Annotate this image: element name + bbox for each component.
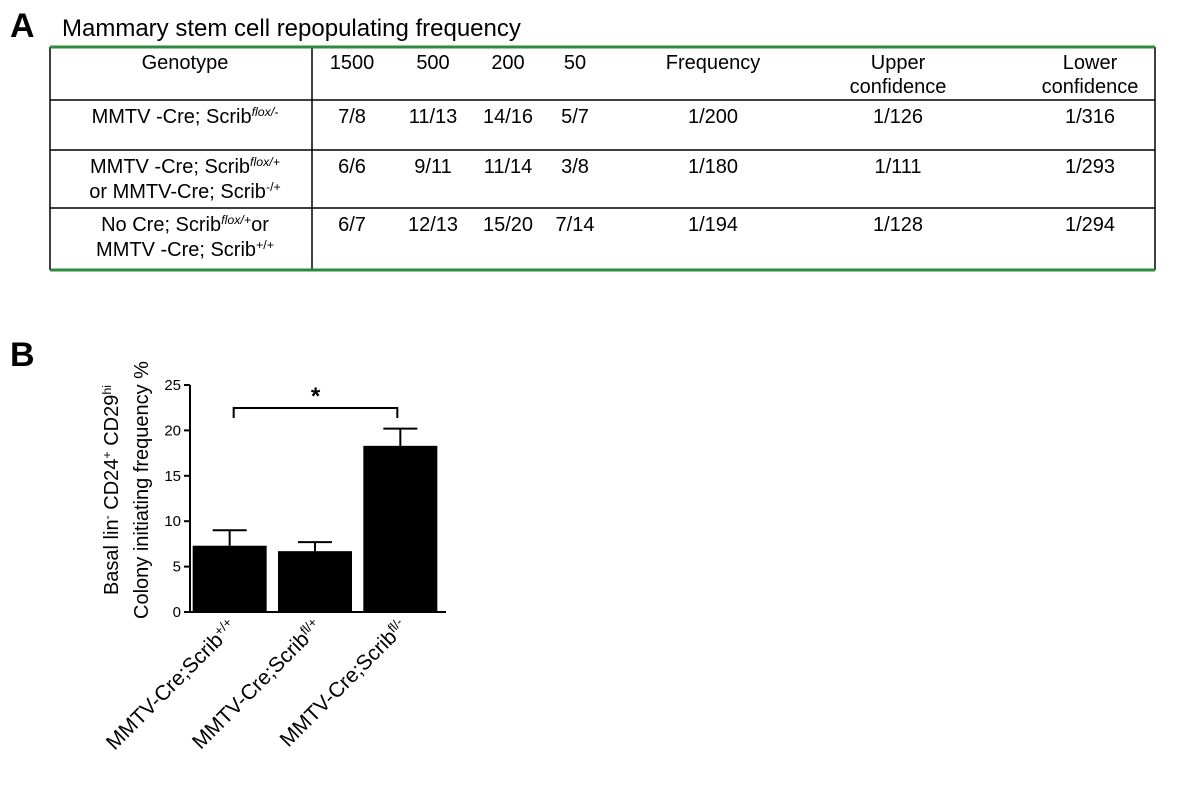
panel-label: A [10,7,35,45]
text-run: MMTV -Cre; Scrib [90,156,250,178]
column-header: Frequency [666,52,761,74]
column-header: confidence [1042,76,1139,98]
table-cell: 5/7 [561,106,589,128]
table-cell: 7/14 [556,214,595,236]
y-tick-label: 10 [164,513,181,530]
error-bar [212,529,247,546]
text-run: CD29 [101,395,123,452]
superscript: hi [100,385,114,395]
superscript: flox/+ [250,155,280,169]
column-header: 50 [564,52,586,74]
panel-label: B [10,336,35,374]
superscript: +/+ [256,238,274,252]
table-cell: 7/8 [338,106,366,128]
y-tick-label: 20 [164,422,181,439]
column-header: Upper [871,52,926,74]
table-cell: 1/294 [1065,214,1115,236]
superscript: flox/- [252,105,279,119]
significance-label: * [311,383,321,410]
column-header: 1500 [330,52,375,74]
table-cell: 11/14 [484,156,533,178]
column-header: 500 [416,52,449,74]
superscript: flox/+ [221,213,251,227]
y-axis-label: Basal lin- CD24+ CD29hi [100,385,123,595]
table-cell: 1/194 [688,214,738,236]
y-axis-label: Colony initiating frequency % [131,361,153,619]
error-bar [383,427,418,446]
bar [192,545,267,612]
genotype-cell: MMTV -Cre; Scrib+/+ [96,238,274,261]
table-cell: 1/126 [873,106,923,128]
text-run: or MMTV-Cre; Scrib [89,181,266,203]
significance-bracket [232,407,399,418]
table-cell: 6/7 [338,214,366,236]
table-cell: 15/20 [483,214,533,236]
y-tick-label: 25 [164,377,181,394]
bar [278,551,352,612]
table-cell: 1/293 [1065,156,1115,178]
column-header: 200 [491,52,524,74]
text-run: or [251,214,269,236]
y-tick-label: 5 [173,559,181,576]
text-run: MMTV -Cre; Scrib [96,239,256,261]
y-tick-label: 15 [164,468,181,485]
table-cell: 12/13 [408,214,458,236]
table-cell: 3/8 [561,156,589,178]
table-cell: 14/16 [483,106,533,128]
text-run: No Cre; Scrib [101,214,221,236]
superscript: -/+ [266,180,281,194]
genotype-cell: No Cre; Scribflox/+or [101,213,269,236]
table-cell: 1/111 [874,156,921,178]
superscript: + [100,451,114,458]
superscript: - [100,515,114,519]
column-header: Genotype [142,52,229,74]
text-run: CD24 [101,459,123,516]
table-cell: 1/180 [688,156,738,178]
table-cell: 6/6 [338,156,366,178]
table-cell: 1/128 [873,214,923,236]
bar [363,445,438,612]
table-cell: 1/200 [688,106,738,128]
table-title: Mammary stem cell repopulating frequency [62,15,521,42]
y-tick-label: 0 [173,604,181,621]
column-header: Lower [1063,52,1118,74]
table-cell: 9/11 [414,156,451,178]
text-run: Basal lin [101,519,123,595]
table-cell: 11/13 [409,106,458,128]
table-cell: 1/316 [1065,106,1115,128]
genotype-cell: or MMTV-Cre; Scrib-/+ [89,180,281,203]
genotype-cell: MMTV -Cre; Scribflox/- [92,105,279,128]
text-run: Colony initiating frequency % [131,361,153,619]
text-run: MMTV -Cre; Scrib [92,106,252,128]
error-bar [298,541,332,552]
column-header: confidence [850,76,947,98]
genotype-cell: MMTV -Cre; Scribflox/+ [90,155,280,178]
